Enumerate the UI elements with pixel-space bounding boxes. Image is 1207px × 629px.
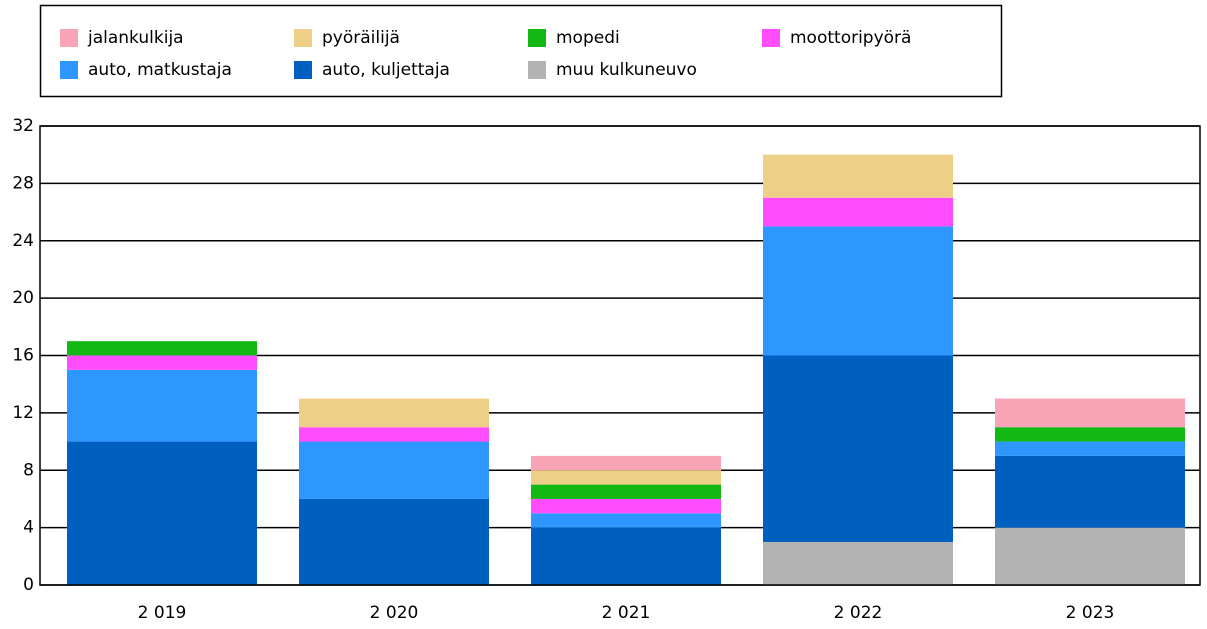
- legend-label: mopedi: [556, 28, 620, 48]
- bar-segment: [531, 498, 721, 514]
- bar-segment: [763, 355, 953, 542]
- legend-label: auto, matkustaja: [88, 60, 232, 80]
- bar-segment: [531, 455, 721, 471]
- x-tick-label: 2 019: [138, 603, 187, 623]
- bar-segment: [995, 427, 1185, 442]
- x-tick-label: 2 020: [370, 603, 419, 623]
- bar-segment: [763, 197, 953, 227]
- y-tick-label: 32: [12, 116, 34, 136]
- bar-segment: [67, 341, 257, 356]
- bar-segment: [67, 441, 257, 585]
- legend-swatch: [294, 29, 312, 47]
- y-tick-label: 28: [12, 173, 34, 193]
- bar-segment: [531, 484, 721, 499]
- legend-label: muu kulkuneuvo: [556, 60, 697, 80]
- bar-segment: [67, 355, 257, 370]
- legend-swatch: [528, 29, 546, 47]
- legend-label: moottoripyörä: [790, 28, 911, 48]
- y-tick-label: 8: [23, 460, 34, 480]
- bar-segment: [67, 369, 257, 442]
- y-tick-label: 20: [12, 288, 34, 308]
- y-tick-label: 4: [23, 518, 34, 538]
- legend-label: auto, kuljettaja: [322, 60, 450, 80]
- bar-segment: [531, 470, 721, 485]
- bar-segment: [299, 427, 489, 442]
- bar-segment: [995, 398, 1185, 428]
- bar-segment: [995, 441, 1185, 456]
- bar-segment: [763, 541, 953, 585]
- y-tick-label: 24: [12, 231, 34, 251]
- bar-segment: [299, 441, 489, 499]
- legend-label: jalankulkija: [87, 28, 184, 48]
- bar-segment: [763, 154, 953, 198]
- legend-swatch: [294, 61, 312, 79]
- bar-segment: [299, 398, 489, 428]
- y-tick-label: 0: [23, 575, 34, 595]
- legend-label: pyöräilijä: [322, 28, 400, 48]
- bar-segment: [763, 226, 953, 356]
- y-tick-label: 16: [12, 346, 34, 366]
- legend-swatch: [762, 29, 780, 47]
- bar-segment: [531, 527, 721, 585]
- x-tick-label: 2 023: [1066, 603, 1115, 623]
- legend-swatch: [60, 61, 78, 79]
- bar-segment: [995, 527, 1185, 585]
- legend-swatch: [60, 29, 78, 47]
- x-tick-label: 2 021: [602, 603, 651, 623]
- plot-frame: [39, 125, 1201, 586]
- bar-segment: [531, 513, 721, 528]
- bar-segment: [299, 498, 489, 585]
- legend-swatch: [528, 61, 546, 79]
- x-tick-label: 2 022: [834, 603, 883, 623]
- legend-box: [39, 4, 1003, 98]
- bar-segment: [995, 455, 1185, 528]
- y-tick-label: 12: [12, 403, 34, 423]
